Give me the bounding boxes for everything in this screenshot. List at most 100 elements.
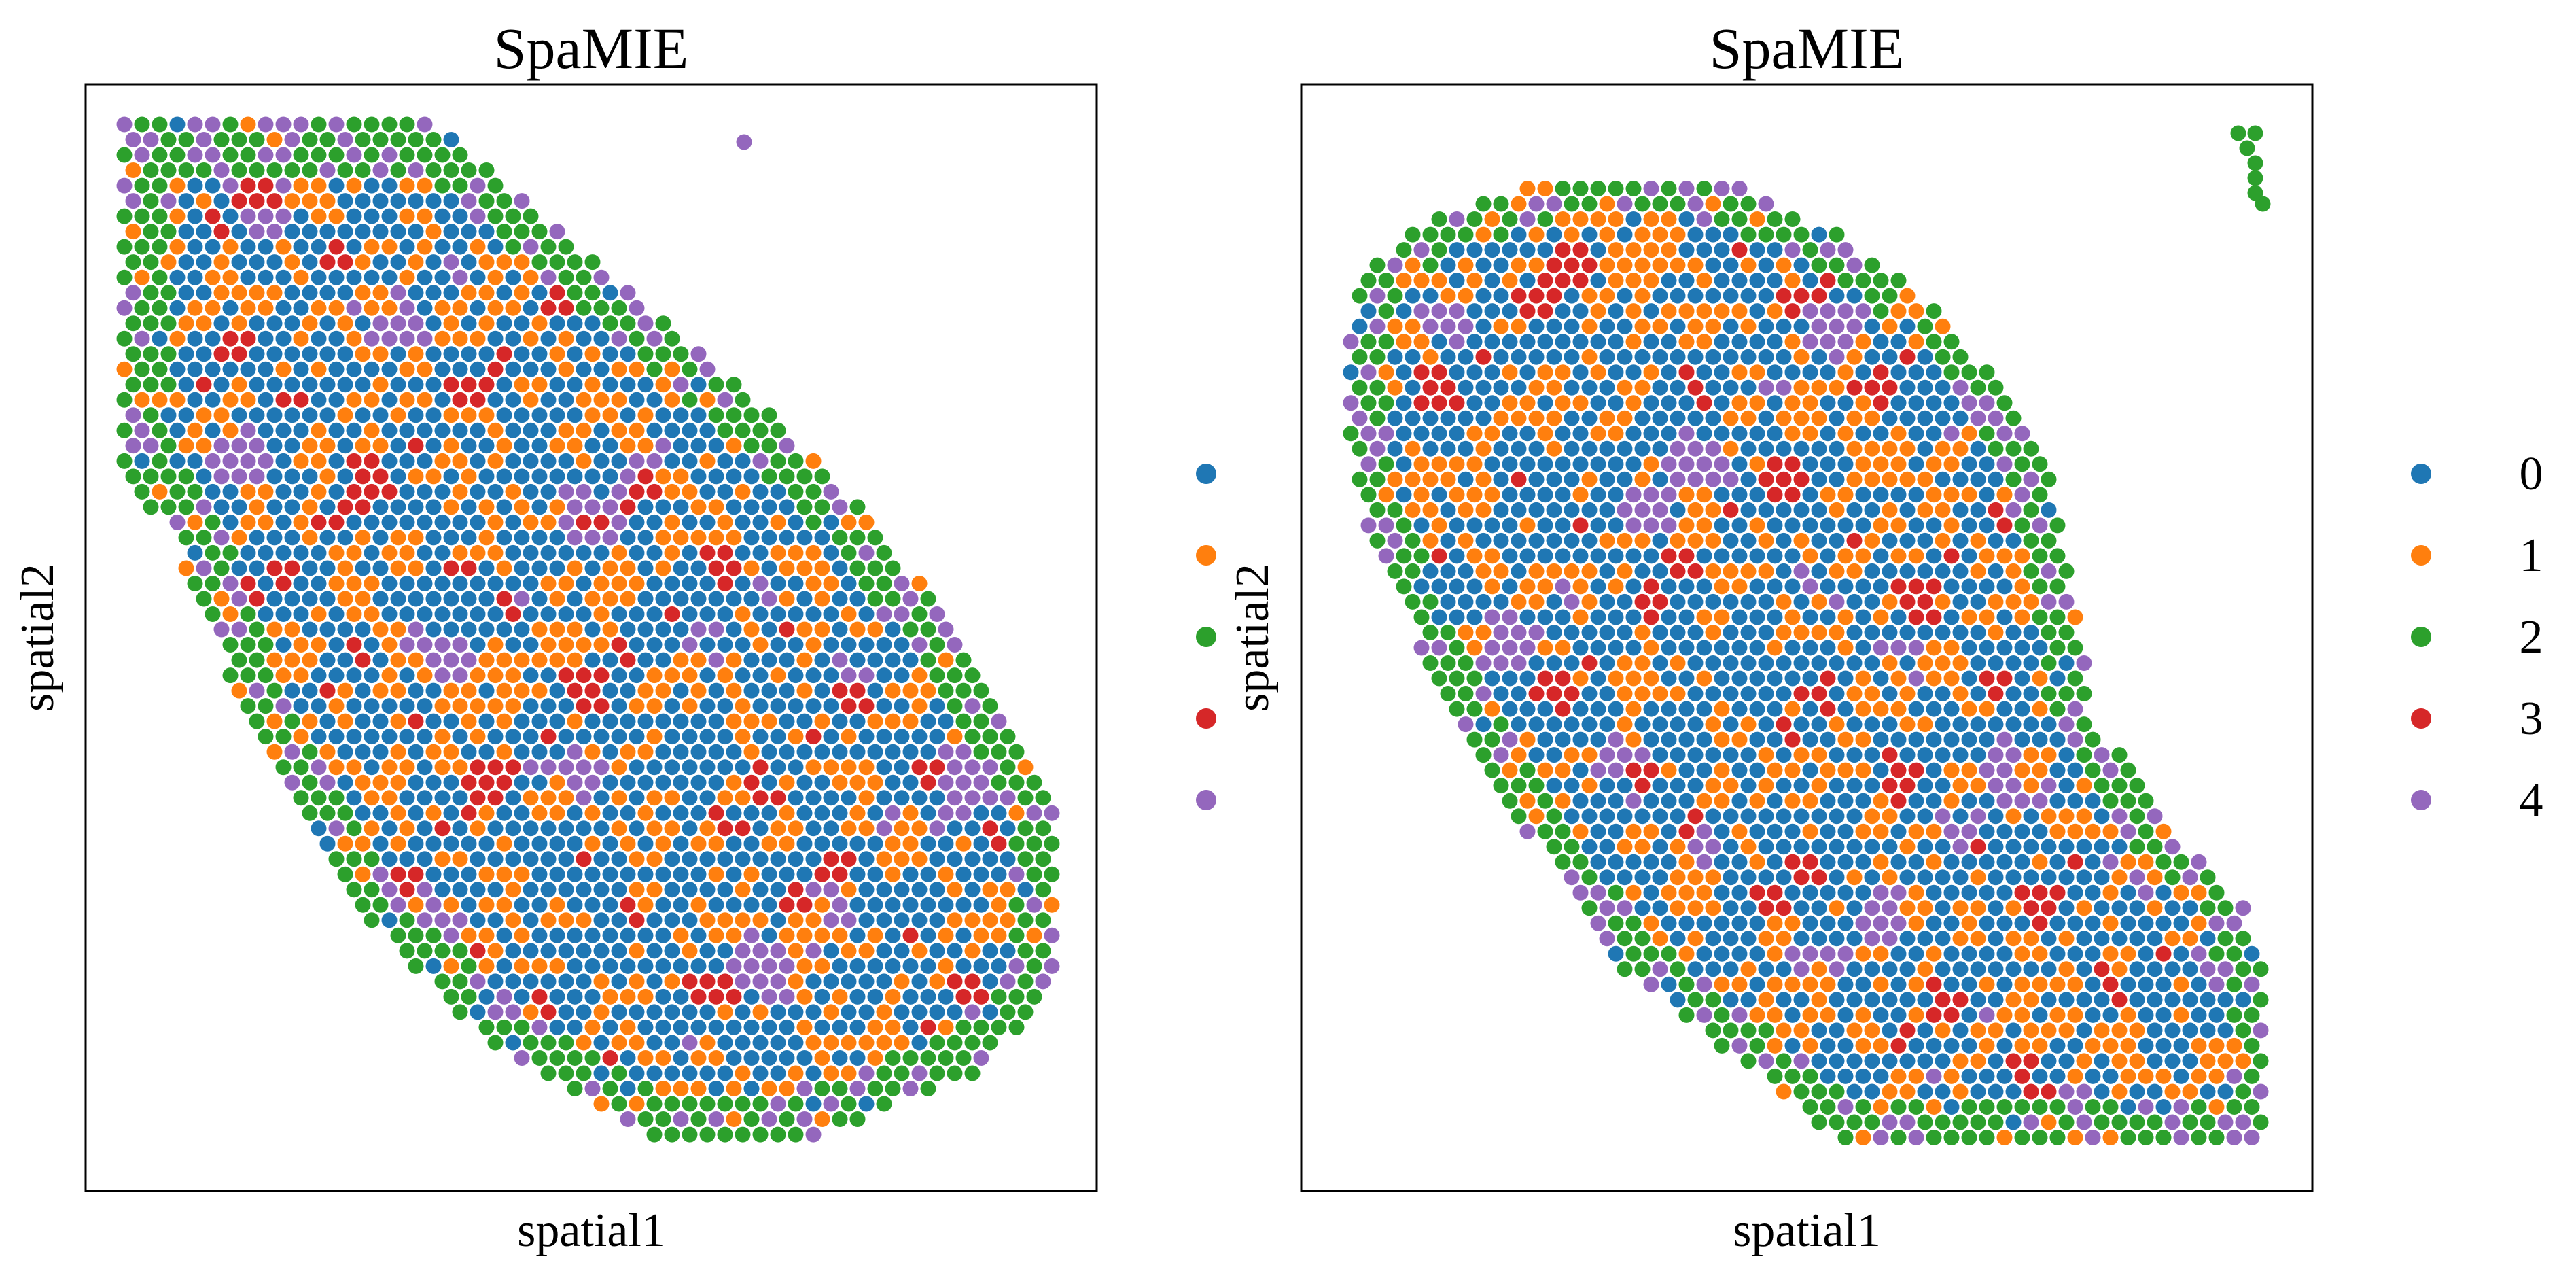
left-spot [461, 652, 477, 668]
right-spot [1767, 609, 1783, 625]
left-spot [752, 1004, 769, 1020]
right-spot [1829, 900, 1845, 916]
left-spot [302, 224, 318, 240]
left-spot [337, 866, 353, 882]
right-spot [1396, 487, 1412, 503]
right-spot [1899, 532, 1916, 549]
left-spot [558, 790, 574, 806]
right-spot [1475, 716, 1492, 733]
right-spot [1634, 593, 1651, 610]
right-spot [1882, 625, 1898, 640]
panel-right-ylabel: spatial2 [1227, 563, 1279, 712]
right-spot [1731, 701, 1748, 717]
right-spot [2164, 1022, 2181, 1039]
left-spot [337, 346, 353, 362]
left-spot [531, 835, 548, 852]
right-spot [1608, 945, 1624, 962]
left-spot [134, 483, 150, 500]
right-spot [2076, 747, 2092, 763]
right-spot [1926, 884, 1942, 901]
right-spot [1714, 915, 1730, 931]
left-spot [832, 866, 848, 882]
right-spot [1943, 548, 1960, 564]
left-spot [390, 805, 406, 821]
left-spot [593, 514, 610, 530]
right-spot [2155, 1099, 2172, 1115]
right-spot [1961, 426, 1977, 442]
right-spot [1652, 869, 1668, 886]
left-spot [125, 132, 141, 147]
left-spot [593, 300, 610, 316]
right-spot [1829, 532, 1845, 549]
right-spot [1652, 226, 1668, 243]
right-spot [1678, 976, 1695, 992]
right-spot [2111, 900, 2128, 916]
right-spot [2200, 992, 2216, 1008]
right-spot [2014, 640, 2030, 656]
left-spot [849, 774, 866, 791]
right-spot [1661, 334, 1677, 350]
left-spot [620, 774, 636, 791]
left-spot [743, 866, 760, 882]
left-spot [726, 682, 742, 699]
right-spot [2120, 1068, 2136, 1084]
right-spot [1802, 915, 1818, 931]
right-spot [2191, 884, 2207, 901]
right-spot [1837, 1068, 1854, 1084]
right-spot [1935, 625, 1951, 640]
left-spot [461, 866, 477, 882]
right-spot [1696, 670, 1712, 687]
left-spot [160, 162, 177, 178]
right-spot [1749, 273, 1765, 289]
left-spot [523, 882, 539, 898]
right-spot [1581, 869, 1598, 886]
left-spot [461, 530, 477, 546]
left-spot [231, 499, 247, 515]
left-spot [222, 300, 239, 316]
right-spot [1740, 532, 1757, 549]
left-spot [505, 851, 521, 867]
left-spot [629, 392, 645, 408]
right-spot [1555, 303, 1571, 319]
right-spot [1855, 609, 1871, 625]
right-spot [1749, 456, 1765, 472]
right-spot [1961, 945, 1977, 962]
left-spot [399, 330, 415, 347]
left-spot [717, 729, 733, 745]
right-spot [1740, 900, 1757, 916]
right-spot [1873, 915, 1889, 931]
right-spot [2005, 625, 2022, 640]
left-spot [372, 407, 389, 423]
left-spot [726, 499, 742, 515]
right-spot [1917, 1053, 1933, 1069]
right-spot [1846, 655, 1863, 671]
left-spot [461, 805, 477, 821]
right-spot [1926, 1099, 1942, 1115]
left-spot [205, 422, 221, 438]
left-spot [752, 820, 769, 837]
right-spot [1749, 701, 1765, 717]
left-spot [982, 851, 998, 867]
right-spot [1537, 517, 1553, 534]
right-spot [1670, 869, 1686, 886]
right-spot [2226, 1068, 2242, 1084]
left-spot [717, 851, 733, 867]
left-spot [178, 499, 194, 515]
left-spot [752, 453, 769, 469]
right-spot [1864, 349, 1880, 365]
left-spot [567, 591, 583, 607]
left-spot [682, 514, 698, 530]
right-spot [1564, 593, 1580, 610]
right-spot [1740, 471, 1757, 487]
left-spot [240, 392, 256, 408]
left-spot [646, 882, 663, 898]
left-spot [620, 897, 636, 913]
right-spot [1652, 288, 1668, 304]
right-spot [1511, 808, 1527, 825]
right-spot [1899, 318, 1916, 334]
right-spot [1784, 793, 1801, 809]
left-spot [788, 1035, 804, 1051]
right-spot [1846, 1083, 1863, 1100]
right-spot [1979, 823, 1995, 839]
right-spot [1617, 471, 1633, 487]
